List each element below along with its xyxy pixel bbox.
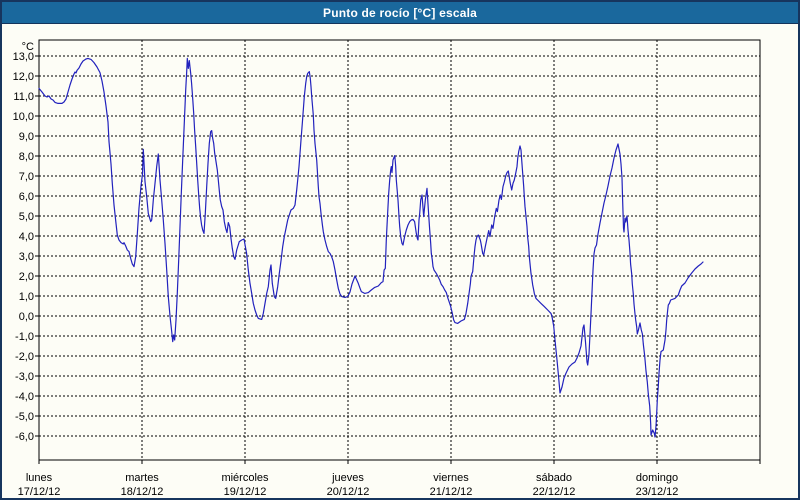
x-day-label: viernes <box>433 472 469 484</box>
window-title-bar: Punto de rocío [°C] escala <box>2 2 798 24</box>
x-date-label: 21/12/12 <box>430 486 473 498</box>
y-tick-label: 9,0 <box>19 131 34 143</box>
x-day-label: sábado <box>536 472 572 484</box>
y-tick-label: 10,0 <box>13 111 34 123</box>
x-date-label: 22/12/12 <box>533 486 576 498</box>
y-tick-label: 0,0 <box>19 311 34 323</box>
y-tick-label: 1,0 <box>19 291 34 303</box>
page-title: Punto de rocío [°C] escala <box>322 5 478 20</box>
x-day-label: miércoles <box>221 472 269 484</box>
y-axis-unit-label: °C <box>22 41 34 53</box>
y-tick-label: 8,0 <box>19 151 34 163</box>
y-tick-label: -6,0 <box>15 431 34 443</box>
y-tick-label: -3,0 <box>15 371 34 383</box>
y-tick-label: -5,0 <box>15 411 34 423</box>
y-tick-label: 13,0 <box>13 51 34 63</box>
y-tick-label: 5,0 <box>19 211 34 223</box>
y-tick-label: 2,0 <box>19 271 34 283</box>
x-date-label: 20/12/12 <box>327 486 370 498</box>
x-day-label: martes <box>125 472 159 484</box>
x-day-label: domingo <box>636 472 678 484</box>
plot-frame <box>38 39 761 461</box>
x-day-label: lunes <box>26 472 53 484</box>
y-tick-label: 7,0 <box>19 171 34 183</box>
x-date-label: 19/12/12 <box>224 486 267 498</box>
x-date-label: 17/12/12 <box>18 486 61 498</box>
y-tick-label: -2,0 <box>15 351 34 363</box>
x-date-label: 18/12/12 <box>121 486 164 498</box>
y-tick-label: 11,0 <box>13 91 34 103</box>
y-tick-label: 12,0 <box>13 71 34 83</box>
y-tick-label: 6,0 <box>19 191 34 203</box>
x-date-label: 23/12/12 <box>636 486 679 498</box>
dewpoint-line <box>38 57 704 438</box>
x-day-label: jueves <box>331 472 364 484</box>
y-tick-label: 4,0 <box>19 231 34 243</box>
y-tick-label: -1,0 <box>15 331 34 343</box>
y-tick-label: -4,0 <box>15 391 34 403</box>
y-tick-label: 3,0 <box>19 251 34 263</box>
